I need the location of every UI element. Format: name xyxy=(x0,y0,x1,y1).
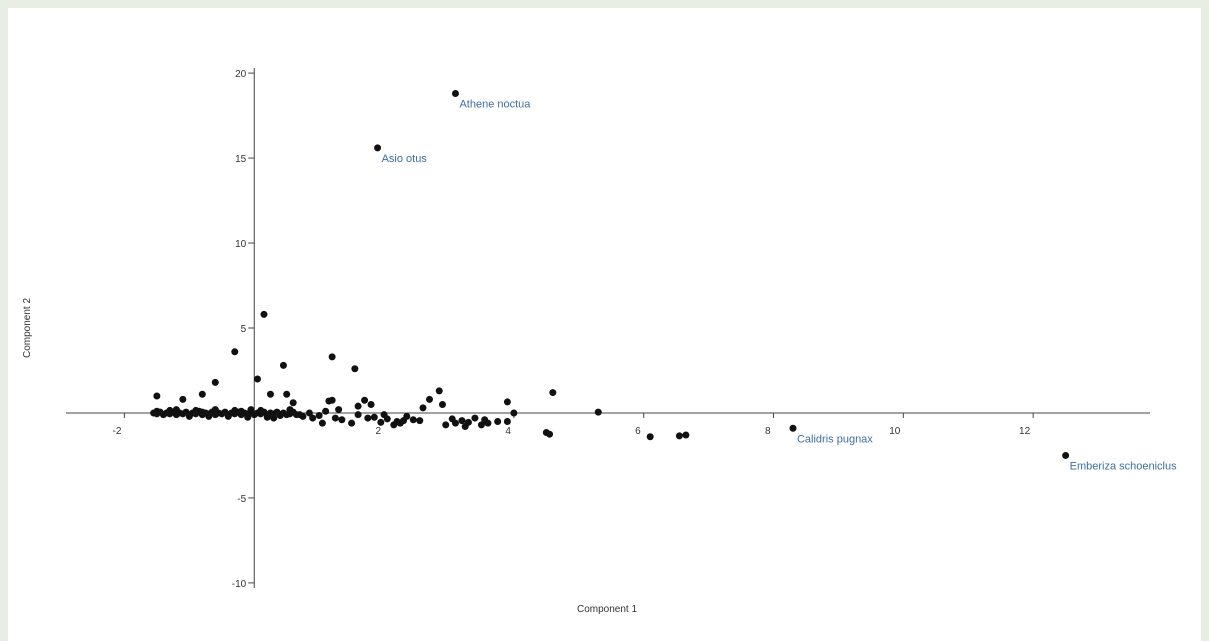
data-point xyxy=(166,406,174,414)
y-tick-label: -10 xyxy=(232,579,247,590)
data-point xyxy=(364,414,372,422)
data-point xyxy=(266,390,274,398)
data-point xyxy=(409,416,417,424)
data-point xyxy=(322,407,330,415)
data-point xyxy=(481,416,489,424)
data-point xyxy=(283,390,291,398)
data-point xyxy=(675,432,683,440)
data-point xyxy=(370,413,378,421)
x-tick-label: 2 xyxy=(375,426,381,437)
data-point xyxy=(458,417,466,425)
scatter-chart: -2 2 4 6 8 10 12 -10 -5 5 10 15 20 Component 1 Compone… xyxy=(22,68,1177,615)
data-point xyxy=(224,412,232,420)
data-point xyxy=(435,387,443,395)
data-point xyxy=(185,412,193,420)
data-point xyxy=(335,406,343,414)
data-point xyxy=(338,416,346,424)
x-tick-label: 4 xyxy=(505,426,511,437)
data-point xyxy=(351,365,359,373)
data-point xyxy=(247,406,255,414)
data-point xyxy=(451,89,459,97)
data-point xyxy=(510,409,518,417)
data-point xyxy=(289,399,297,407)
y-axis-title: Component 2 xyxy=(22,298,33,358)
data-point xyxy=(205,412,213,420)
data-point xyxy=(292,411,300,419)
y-tick-label: 15 xyxy=(235,154,247,165)
data-point xyxy=(403,412,411,420)
data-point xyxy=(416,417,424,425)
data-point xyxy=(594,408,602,416)
data-point xyxy=(419,404,427,412)
data-point xyxy=(425,395,433,403)
data-point xyxy=(503,398,511,406)
point-annotation: Asio otus xyxy=(382,153,428,165)
data-point xyxy=(682,431,690,439)
data-point xyxy=(192,406,200,414)
data-point xyxy=(331,414,339,422)
y-tick-label: 5 xyxy=(241,324,247,335)
data-point xyxy=(380,411,388,419)
data-point xyxy=(461,423,469,431)
data-point xyxy=(231,406,239,414)
data-point xyxy=(503,417,511,425)
data-point xyxy=(260,310,268,318)
y-tick-label: 10 xyxy=(235,239,247,250)
data-point xyxy=(198,408,206,416)
data-point xyxy=(315,412,323,420)
data-point xyxy=(549,389,557,397)
data-point xyxy=(396,419,404,427)
data-point xyxy=(374,144,382,152)
data-point xyxy=(198,390,206,398)
data-point xyxy=(348,419,356,427)
data-point xyxy=(257,406,265,414)
x-tick-label: 8 xyxy=(765,426,771,437)
data-point xyxy=(211,378,219,386)
x-tick-label: 12 xyxy=(1019,426,1031,437)
data-point xyxy=(318,419,326,427)
data-point xyxy=(231,348,239,356)
data-point xyxy=(328,353,336,361)
data-point xyxy=(377,418,385,426)
x-tick-label: -2 xyxy=(113,426,122,437)
data-point xyxy=(263,413,271,421)
data-point xyxy=(172,406,180,414)
data-point xyxy=(279,361,287,369)
data-point xyxy=(789,424,797,432)
data-point xyxy=(646,433,654,441)
data-point xyxy=(494,417,502,425)
data-point xyxy=(471,414,479,422)
data-point xyxy=(153,407,161,415)
data-point xyxy=(1062,451,1070,459)
y-tick-label: 20 xyxy=(235,69,247,80)
data-point xyxy=(211,406,219,414)
x-tick-label: 6 xyxy=(635,426,641,437)
chart-panel: -2 2 4 6 8 10 12 -10 -5 5 10 15 20 Component 1 Compone… xyxy=(8,8,1201,641)
x-axis-title: Component 1 xyxy=(577,604,637,615)
data-point xyxy=(451,419,459,427)
data-point xyxy=(438,400,446,408)
y-tick-label: -5 xyxy=(237,494,246,505)
data-point xyxy=(361,396,369,404)
data-point xyxy=(237,407,245,415)
point-annotation: Emberiza schoeniclus xyxy=(1070,460,1177,472)
x-tick-label: 10 xyxy=(889,426,901,437)
point-annotation: Athene noctua xyxy=(459,98,531,110)
data-point xyxy=(367,400,375,408)
data-point xyxy=(305,409,313,417)
data-point xyxy=(328,396,336,404)
data-point xyxy=(546,430,554,438)
point-annotation: Calidris pugnax xyxy=(797,433,873,445)
data-point xyxy=(153,392,161,400)
data-point xyxy=(354,411,362,419)
data-point xyxy=(477,421,485,429)
data-point xyxy=(354,402,362,410)
data-point xyxy=(442,421,450,429)
data-point xyxy=(390,421,398,429)
data-point xyxy=(244,413,252,421)
data-point xyxy=(253,375,261,383)
data-point xyxy=(179,395,187,403)
data-point xyxy=(309,414,317,422)
